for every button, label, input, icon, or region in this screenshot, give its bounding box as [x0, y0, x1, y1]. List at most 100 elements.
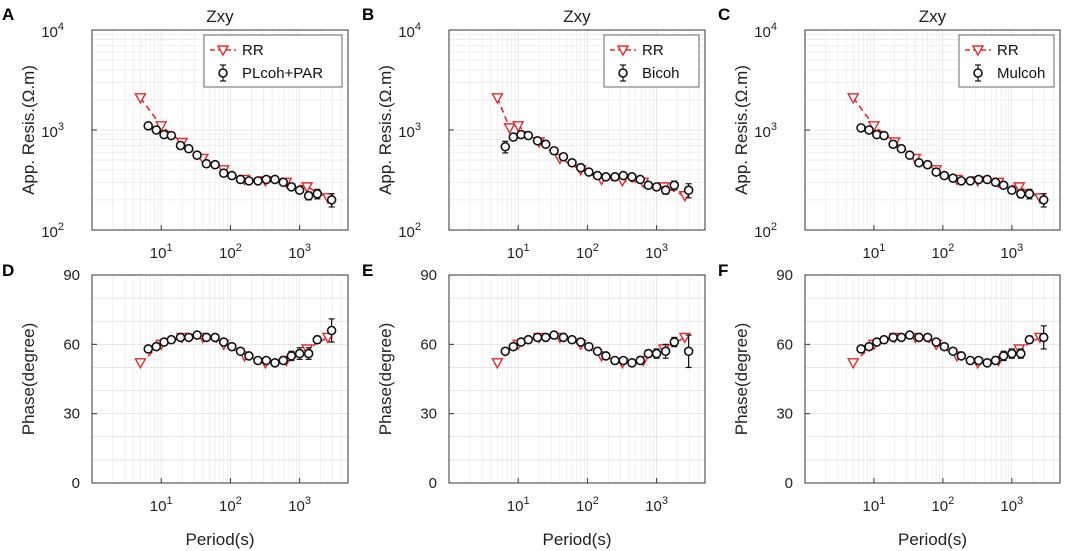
tick-base: 10: [288, 245, 305, 262]
method-marker: [201, 332, 212, 343]
method-marker: [948, 173, 958, 183]
method-marker: [896, 143, 907, 154]
method-marker: [683, 185, 694, 196]
method-marker: [610, 355, 620, 366]
method-marker: [931, 167, 941, 177]
tick-base: 10: [931, 245, 948, 262]
tick-exponent: 1: [879, 242, 885, 254]
method-marker: [956, 351, 967, 361]
method-marker: [914, 332, 924, 343]
rr-marker: [512, 121, 525, 133]
legend-rr-marker: [216, 45, 230, 57]
axes-box: [804, 274, 1061, 484]
method-marker: [261, 355, 272, 366]
method-marker: [965, 176, 976, 186]
tick-base: 10: [507, 498, 524, 515]
y-tick-label: 60: [776, 336, 793, 353]
method-marker: [584, 341, 594, 352]
legend-box: [603, 34, 700, 88]
x-tick-label: 101: [507, 242, 530, 262]
axes-box: [91, 274, 349, 484]
tick-exponent: 3: [1017, 242, 1023, 254]
method-marker: [166, 130, 177, 141]
method-marker: [151, 341, 162, 352]
method-marker: [660, 185, 671, 196]
x-tick-label: 103: [645, 495, 668, 515]
method-marker: [627, 358, 637, 368]
method-marker: [143, 344, 154, 354]
method-marker: [990, 177, 1001, 188]
method-marker: [948, 346, 958, 357]
y-tick-label: 103: [41, 121, 64, 141]
series-method: [500, 129, 694, 199]
method-marker: [166, 334, 177, 345]
method-marker: [175, 332, 186, 343]
method-marker: [1024, 334, 1035, 345]
panel-letter: A: [2, 5, 14, 24]
tick-exponent: 3: [662, 242, 668, 254]
method-marker: [192, 150, 202, 160]
method-marker: [218, 168, 229, 178]
method-marker: [549, 330, 559, 340]
tick-base: 10: [645, 245, 662, 262]
panel-letter: E: [362, 261, 373, 280]
legend: RR Bicoh: [603, 34, 700, 88]
tick-base: 10: [219, 498, 236, 515]
x-axis-label: Period(s): [543, 530, 612, 549]
method-marker: [965, 355, 976, 366]
y-tick-label: 104: [41, 21, 64, 41]
series-method: [856, 123, 1049, 208]
method-marker: [523, 334, 534, 345]
method-marker: [286, 182, 297, 192]
method-marker: [192, 330, 202, 340]
y-axis-label: Phase(degree): [19, 323, 38, 435]
tick-base: 10: [1000, 498, 1017, 515]
method-marker: [558, 332, 569, 343]
rr-marker: [846, 358, 860, 370]
method-marker: [990, 355, 1001, 366]
method-marker: [922, 159, 933, 170]
grid: [91, 275, 349, 483]
x-axis-label: Period(s): [898, 530, 967, 549]
legend-rr-label: RR: [642, 42, 664, 59]
tick-base: 10: [150, 498, 167, 515]
tick-exponent: 1: [879, 495, 885, 507]
x-tick-label: 102: [219, 495, 242, 515]
method-marker: [303, 348, 314, 359]
method-marker: [183, 332, 194, 343]
method-marker: [500, 346, 511, 357]
y-tick-label: 102: [41, 221, 64, 241]
method-marker: [973, 174, 984, 185]
rr-marker: [846, 93, 860, 105]
method-marker: [575, 162, 586, 173]
rr-marker: [503, 123, 516, 135]
x-tick-label: 101: [150, 495, 173, 515]
rr-marker: [1013, 182, 1026, 194]
method-marker: [931, 337, 941, 347]
legend-method-marker: [218, 68, 228, 78]
tick-exponent: 3: [305, 495, 311, 507]
series-method: [143, 121, 337, 208]
y-axis-label: App. Resis.(Ω.m): [376, 65, 395, 195]
panel-letter: D: [2, 261, 14, 280]
method-marker: [643, 180, 654, 191]
series-rr: [846, 93, 1047, 205]
method-marker: [660, 346, 671, 357]
method-marker: [914, 157, 924, 168]
tick-base: 10: [754, 224, 771, 241]
y-tick-label: 102: [754, 221, 777, 241]
tick-base: 10: [41, 24, 58, 41]
method-marker: [888, 332, 898, 343]
tick-base: 10: [219, 245, 236, 262]
method-marker: [235, 346, 246, 357]
method-marker: [532, 135, 543, 146]
method-marker: [183, 143, 194, 154]
tick-exponent: 4: [58, 21, 64, 33]
y-tick-label: 30: [776, 406, 793, 423]
method-marker: [888, 139, 898, 150]
legend-method-marker: [618, 68, 628, 78]
y-tick-label: 90: [776, 267, 793, 284]
